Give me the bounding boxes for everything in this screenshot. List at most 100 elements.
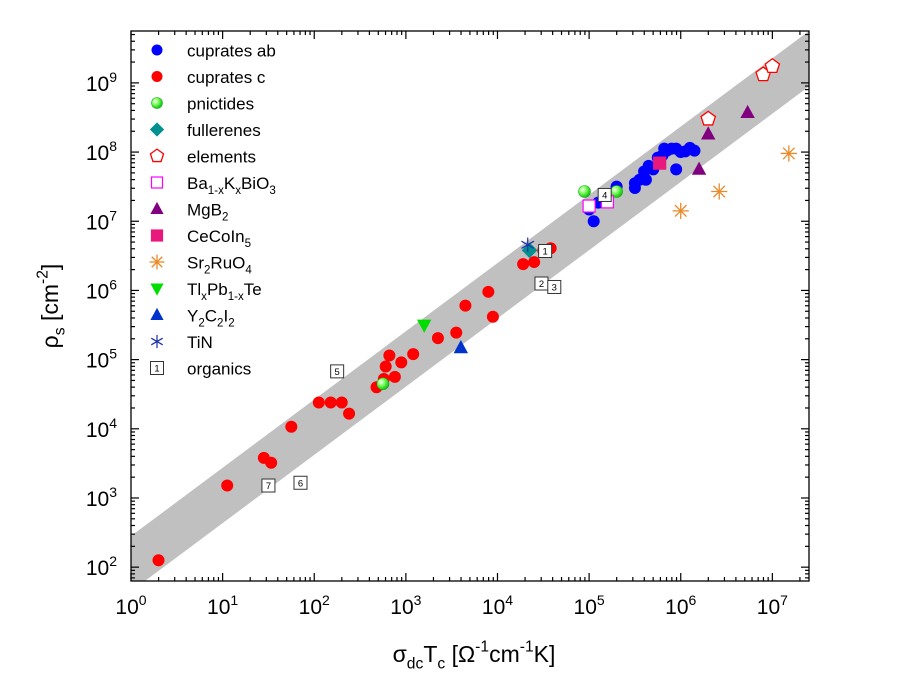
- svg-text:7: 7: [266, 480, 271, 491]
- legend-label: cuprates ab: [187, 42, 276, 61]
- data-point: [521, 237, 535, 252]
- data-point: [265, 456, 278, 469]
- data-point: [658, 142, 671, 155]
- legend-item: TlxPb1-xTe: [150, 280, 262, 303]
- data-point: [335, 396, 348, 409]
- svg-text:3: 3: [552, 282, 557, 293]
- series-cecoin5: [653, 156, 667, 170]
- axis-labels-layer: 100 101 102 103 104 105 106 107 102 103 104 105 106 1…: [35, 69, 788, 673]
- y-axis-title: ρs [cm-2]: [35, 264, 69, 349]
- legend-marker: [150, 201, 164, 214]
- legend-item: elements: [149, 148, 256, 167]
- series-elements: [700, 57, 781, 126]
- legend-marker: [149, 148, 165, 163]
- legend-marker: [150, 334, 164, 349]
- legend-label: Sr2RuO4: [187, 254, 252, 277]
- data-point: [701, 126, 716, 140]
- legend-label: Y2C2I2: [187, 307, 235, 330]
- data-point: [653, 156, 667, 170]
- legend-marker: [151, 44, 163, 56]
- legend-label: cuprates c: [187, 68, 266, 87]
- y-tick-label: 109: [86, 69, 117, 96]
- legend-item: MgB2: [150, 201, 228, 224]
- data-point: [482, 285, 495, 298]
- data-point: 5: [330, 364, 345, 379]
- y-tick-label: 106: [86, 276, 117, 303]
- legend-label: fullerenes: [187, 121, 261, 140]
- data-point: 1: [538, 244, 553, 258]
- data-point: 4: [597, 187, 612, 202]
- data-point: 2: [534, 276, 549, 291]
- data-point: [416, 319, 432, 333]
- data-point: [459, 299, 472, 312]
- legend-item: pnictides: [151, 95, 254, 114]
- data-point: [407, 348, 420, 361]
- legend-item: CeCoIn5: [150, 227, 251, 250]
- series-pnictides: [376, 185, 623, 391]
- data-point: 3: [547, 279, 562, 294]
- legend-label: TiN: [187, 333, 213, 352]
- series-y2c2i2: [453, 340, 469, 354]
- legend-label: organics: [187, 360, 251, 379]
- x-tick-label: 105: [574, 592, 605, 619]
- y-tick-label: 103: [86, 484, 117, 511]
- y-tick-label: 104: [86, 415, 117, 442]
- svg-text:1: 1: [154, 363, 159, 374]
- data-point: 6: [293, 475, 308, 490]
- data-point: [285, 420, 298, 433]
- x-tick-label: 106: [665, 592, 696, 619]
- legend-item: cuprates c: [151, 68, 266, 87]
- legend-item: Ba1-xKxBiO3: [150, 174, 276, 197]
- legend-label: MgB2: [187, 201, 228, 224]
- legend-marker: [149, 254, 165, 270]
- series-sr2ruo4: [672, 145, 797, 219]
- data-point: [312, 396, 325, 409]
- data-point: [700, 110, 717, 126]
- data-point: [670, 163, 683, 176]
- series-tlxpb1-xte: [416, 319, 432, 333]
- x-axis-title: σdcTc [Ω-1cm-1K]: [393, 639, 556, 673]
- data-point: [379, 360, 392, 373]
- legend-marker: [150, 176, 164, 189]
- legend-label: TlxPb1-xTe: [187, 280, 262, 303]
- legend-marker: [150, 229, 164, 242]
- series-tin: [521, 237, 535, 252]
- data-point: [343, 407, 356, 420]
- data-point: [431, 332, 444, 345]
- data-point: [221, 479, 234, 492]
- data-point: [388, 370, 401, 383]
- data-point: [764, 57, 781, 73]
- data-point: [672, 202, 689, 219]
- legend-item: Sr2RuO4: [149, 254, 252, 277]
- data-point: [528, 256, 541, 269]
- data-point: [628, 177, 641, 190]
- series-fullerenes: [521, 242, 538, 259]
- data-point: [152, 554, 165, 567]
- y-tick-label: 102: [86, 553, 117, 580]
- data-point: [711, 183, 728, 200]
- data-point: [639, 173, 652, 186]
- legend-label: CeCoIn5: [187, 227, 251, 250]
- data-point: [450, 326, 463, 339]
- data-point: [740, 104, 755, 119]
- y-tick-label: 108: [86, 138, 117, 165]
- legend-item: fullerenes: [149, 121, 261, 140]
- x-tick-label: 102: [299, 592, 330, 619]
- legend-marker: [149, 122, 165, 137]
- x-tick-label: 103: [390, 592, 421, 619]
- legend-item: cuprates ab: [151, 42, 276, 61]
- data-point: [486, 310, 499, 323]
- svg-text:6: 6: [298, 477, 303, 488]
- svg-text:1: 1: [543, 246, 548, 257]
- series-mgb2: [691, 104, 755, 175]
- legend-marker: [150, 307, 164, 320]
- legend-item: TiN: [150, 333, 213, 352]
- data-point: [688, 144, 701, 157]
- axis-ticks-layer: [130, 31, 809, 581]
- y-tick-label: 107: [86, 207, 117, 234]
- svg-text:5: 5: [335, 366, 340, 377]
- data-point: [453, 340, 469, 354]
